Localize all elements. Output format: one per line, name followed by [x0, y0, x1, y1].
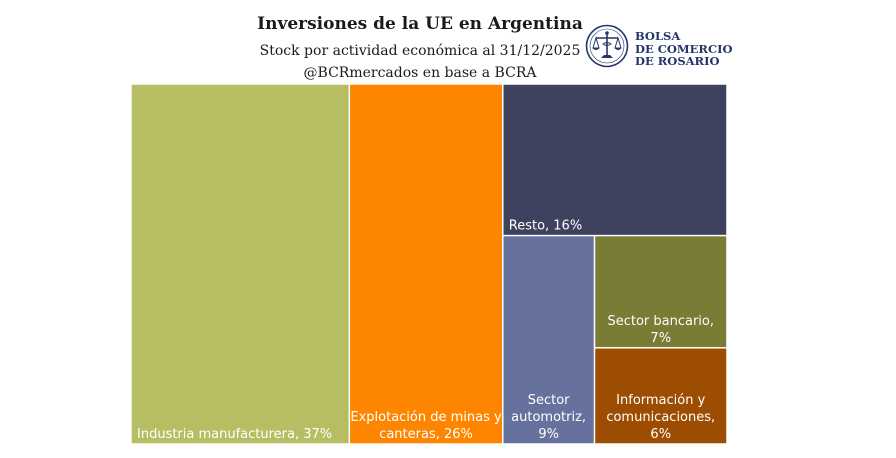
treemap-rect-sector-automotriz: [503, 236, 594, 444]
logo-line-2: DE COMERCIO: [635, 41, 733, 56]
treemap-label-sector-bancario-2: 7%: [650, 331, 671, 346]
treemap-label-explotacion-de-minas-y-canteras-2: canteras, 26%: [379, 427, 473, 442]
treemap-label-industria-manufacturera-1: Industria manufacturera, 37%: [137, 427, 332, 442]
logo-line-3: DE ROSARIO: [635, 54, 720, 68]
treemap-label-informacion-y-comunicaciones-2: comunicaciones,: [606, 410, 715, 425]
treemap-rect-resto: [503, 84, 727, 235]
treemap-label-resto-1: Resto, 16%: [509, 219, 582, 234]
treemap-tile-informacion-y-comunicaciones: Información y comunicaciones, 6%: [595, 348, 727, 444]
treemap-label-sector-automotriz-1: Sector: [528, 393, 570, 408]
treemap-tile-sector-automotriz: Sector automotriz, 9%: [503, 236, 594, 444]
chart-subtitle: Stock por actividad económica al 31/12/2…: [259, 43, 581, 59]
treemap-rect-sector-bancario: [595, 236, 727, 348]
treemap-rect-informacion-y-comunicaciones: [595, 348, 727, 444]
treemap-tile-explotacion-de-minas-y-canteras: Explotación de minas y canteras, 26%: [350, 84, 503, 444]
treemap-label-informacion-y-comunicaciones-3: 6%: [650, 427, 671, 442]
logo-line-1: BOLSA: [635, 29, 681, 43]
treemap-label-sector-bancario-1: Sector bancario,: [607, 314, 714, 329]
logo-text: BOLSA DE COMERCIO DE ROSARIO: [635, 30, 733, 68]
treemap-tile-sector-bancario: Sector bancario, 7%: [595, 236, 727, 348]
chart-title: Inversiones de la UE en Argentina: [257, 14, 583, 34]
treemap-label-sector-automotriz-3: 9%: [538, 427, 559, 442]
treemap-label-informacion-y-comunicaciones-1: Información y: [616, 393, 705, 408]
bcr-logo: BOLSA DE COMERCIO DE ROSARIO: [585, 24, 735, 70]
treemap-rect-explotacion-de-minas-y-canteras: [350, 84, 503, 444]
treemap-label-sector-automotriz-2: automotriz,: [511, 410, 586, 425]
treemap-tile-resto: Resto, 16%: [503, 84, 727, 235]
chart-source: @BCRmercados en base a BCRA: [303, 65, 537, 81]
treemap-rect-industria-manufacturera: [131, 84, 349, 444]
treemap-label-explotacion-de-minas-y-canteras-1: Explotación de minas y: [350, 410, 502, 425]
bcr-seal-icon: [585, 24, 629, 68]
treemap-tile-industria-manufacturera: Industria manufacturera, 37%: [131, 84, 349, 444]
